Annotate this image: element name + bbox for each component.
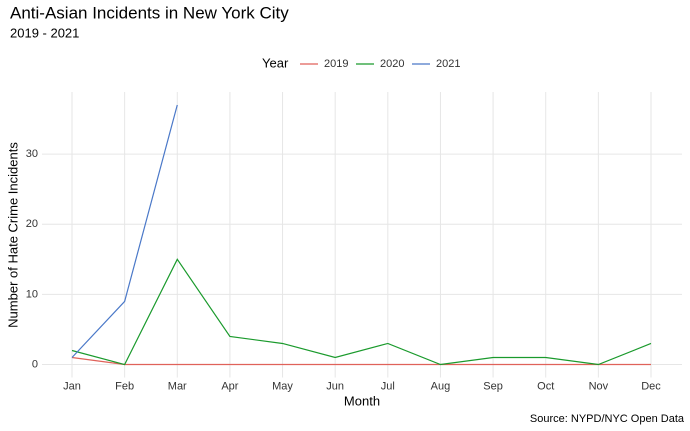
- x-tick-label: Apr: [221, 380, 238, 392]
- x-tick-label: Oct: [537, 380, 554, 392]
- x-tick-label: May: [272, 380, 293, 392]
- x-tick-label: Dec: [641, 380, 661, 392]
- y-tick-label: 20: [26, 218, 38, 230]
- chart-title: Anti-Asian Incidents in New York City: [10, 3, 289, 22]
- x-tick-label: Feb: [115, 380, 134, 392]
- x-tick-label: Aug: [431, 380, 451, 392]
- legend-label: 2020: [380, 58, 404, 70]
- x-tick-label: Jun: [326, 380, 344, 392]
- x-tick-label: Mar: [168, 380, 187, 392]
- x-tick-label: Nov: [589, 380, 609, 392]
- x-axis-label: Month: [344, 393, 380, 408]
- y-axis-label: Number of Hate Crime Incidents: [5, 142, 20, 328]
- series-line: [71, 356, 651, 366]
- legend-label: 2021: [436, 58, 460, 70]
- series-line: [71, 104, 178, 358]
- x-tick-label: Jul: [381, 380, 395, 392]
- x-tick-label: Jan: [63, 380, 81, 392]
- x-tick-label: Sep: [483, 380, 503, 392]
- legend-label: 2019: [324, 58, 348, 70]
- caption: Source: NYPD/NYC Open Data: [530, 413, 685, 425]
- y-tick-label: 10: [26, 288, 38, 300]
- y-tick-label: 0: [32, 358, 38, 370]
- series-line: [71, 258, 652, 366]
- y-tick-label: 30: [26, 148, 38, 160]
- legend-title: Year: [262, 55, 289, 70]
- chart-subtitle: 2019 - 2021: [10, 25, 79, 40]
